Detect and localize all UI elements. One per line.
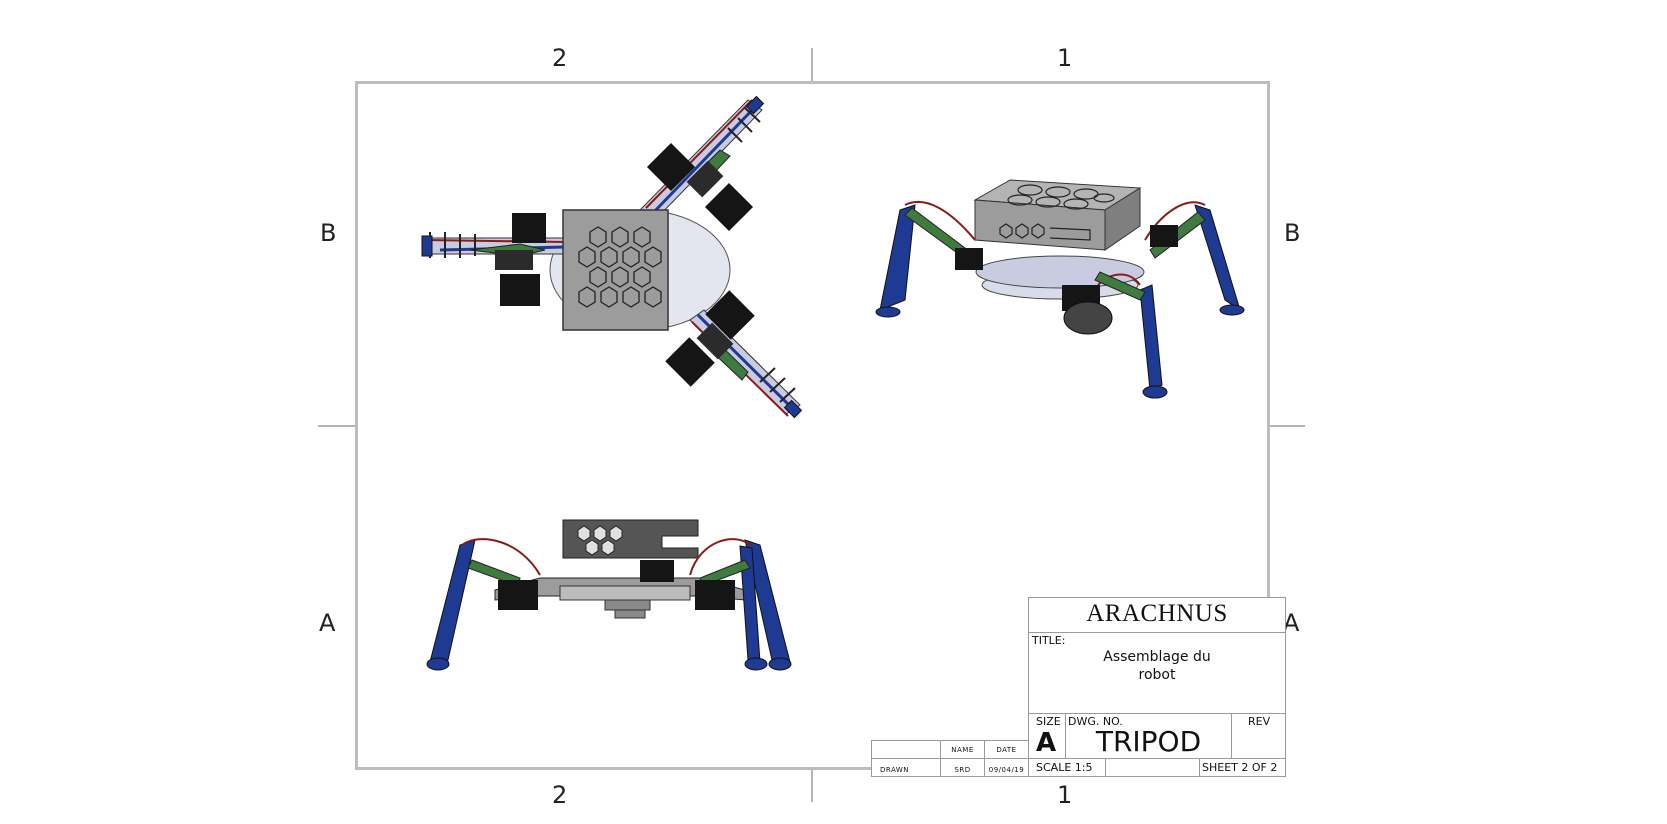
scale-value: SCALE 1:5 — [1036, 761, 1093, 774]
drawing-title-line1: Assemblage du — [1103, 649, 1211, 665]
company-name: ARACHNUS — [1086, 600, 1228, 627]
zone-divider-right — [1270, 425, 1305, 427]
rev-cell — [1231, 713, 1286, 759]
zone-label-top-1: 1 — [1057, 44, 1073, 72]
sig-drawn-name: SRD — [954, 766, 971, 774]
zone-label-right-B: B — [1284, 219, 1301, 247]
leg-upper-right — [639, 95, 765, 232]
drawing-title-line2: robot — [1138, 667, 1176, 683]
top-view — [421, 95, 803, 419]
zone-divider-top — [811, 48, 813, 81]
company-cell — [1028, 597, 1286, 633]
title-cell — [1028, 632, 1286, 714]
rev-label: REV — [1248, 715, 1271, 728]
iso-leg-front — [1062, 271, 1168, 399]
sheet-border — [355, 81, 1270, 770]
zone-label-left-A: A — [319, 609, 336, 637]
sig-row-date-cell — [984, 758, 1029, 777]
title-label: TITLE: — [1032, 634, 1066, 647]
zone-label-bottom-1: 1 — [1057, 781, 1073, 809]
size-label: SIZE — [1036, 715, 1061, 728]
dwg-no-value: TRIPOD — [1095, 725, 1202, 758]
iso-leg-left — [875, 200, 983, 318]
zone-label-bottom-2: 2 — [552, 781, 568, 809]
sheet-value: SHEET 2 OF 2 — [1202, 761, 1278, 774]
isometric-view — [875, 179, 1245, 399]
sheet-cell — [1199, 758, 1286, 777]
zone-divider-bottom — [811, 770, 813, 802]
blank-cell — [1105, 758, 1200, 777]
sig-drawn-date: 09/04/19 — [988, 766, 1025, 774]
zone-label-right-A: A — [1283, 609, 1300, 637]
sig-header-blank — [871, 740, 941, 759]
leg-left — [421, 213, 571, 306]
sig-col-name: NAME — [951, 746, 974, 754]
front-leg-left — [426, 538, 541, 671]
leg-lower-right — [665, 290, 803, 419]
dwg-no-label: DWG. NO. — [1068, 715, 1123, 728]
zone-divider-left — [318, 425, 355, 427]
sig-row-drawn: DRAWN — [880, 766, 910, 774]
zone-label-left-B: B — [320, 219, 337, 247]
zone-label-top-2: 2 — [552, 44, 568, 72]
front-view — [426, 519, 792, 671]
iso-leg-right — [1144, 201, 1245, 316]
size-value: A — [1036, 728, 1057, 758]
sig-col-date: DATE — [996, 746, 1017, 754]
front-leg-right — [640, 538, 792, 671]
